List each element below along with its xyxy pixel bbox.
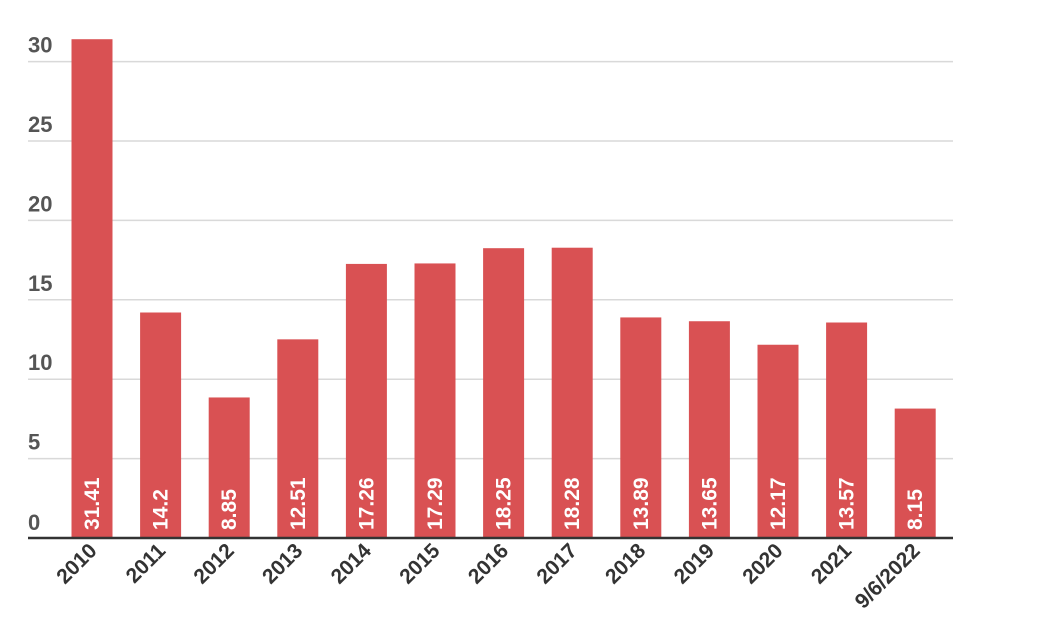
bar (894, 408, 936, 538)
y-tick-label: 10 (28, 350, 52, 375)
data-label: 13.89 (630, 477, 653, 530)
bar (483, 248, 525, 538)
data-label: 18.25 (493, 477, 516, 530)
y-tick-label: 15 (28, 271, 52, 296)
data-label: 17.26 (355, 477, 378, 530)
y-tick-label: 25 (28, 112, 52, 137)
x-tick-label: 2020 (738, 539, 787, 588)
data-label: 8.15 (904, 489, 927, 530)
x-tick-label: 2017 (532, 539, 581, 588)
bar (208, 397, 250, 538)
bar (688, 321, 730, 538)
y-tick-label: 20 (28, 191, 52, 216)
bar (414, 263, 456, 538)
y-tick-label: 30 (28, 33, 52, 58)
x-tick-label: 2012 (189, 539, 238, 588)
y-axis: 0 5 10 15 20 25 30 (28, 33, 52, 535)
data-labels: 31.41 14.2 8.85 12.51 17.26 17.29 18.25 18.28 13… (81, 477, 927, 530)
bar (277, 339, 319, 538)
data-label: 8.85 (218, 489, 241, 530)
data-label: 18.28 (561, 477, 584, 530)
data-label: 14.2 (150, 489, 173, 530)
x-tick-label: 2015 (395, 539, 445, 589)
x-tick-label: 2010 (52, 539, 101, 588)
bar (757, 344, 799, 538)
data-label: 12.51 (287, 477, 310, 530)
data-label: 31.41 (81, 477, 104, 530)
data-label: 17.29 (424, 477, 447, 530)
bar (345, 263, 387, 538)
x-tick-label: 2014 (327, 539, 377, 589)
x-tick-label: 2016 (464, 539, 513, 588)
x-axis: 2010 2011 2012 2013 2014 2015 2016 2017 2018 2019… (28, 536, 953, 613)
data-label: 12.17 (767, 477, 790, 530)
x-tick-label: 2019 (670, 539, 719, 588)
x-tick-label: 2013 (258, 539, 307, 588)
y-tick-label: 0 (28, 510, 40, 535)
bar (71, 39, 113, 538)
bar (551, 247, 593, 538)
x-tick-label: 2018 (601, 539, 651, 589)
x-tick-label: 9/6/2022 (851, 539, 925, 613)
bar (620, 317, 662, 538)
x-tick-label: 2011 (122, 539, 171, 588)
bar (140, 312, 182, 538)
x-tick-label: 2021 (807, 539, 857, 589)
data-label: 13.57 (836, 477, 859, 530)
y-tick-label: 5 (28, 430, 40, 455)
bar (826, 322, 868, 538)
data-label: 13.65 (698, 477, 721, 530)
bars (71, 39, 936, 538)
